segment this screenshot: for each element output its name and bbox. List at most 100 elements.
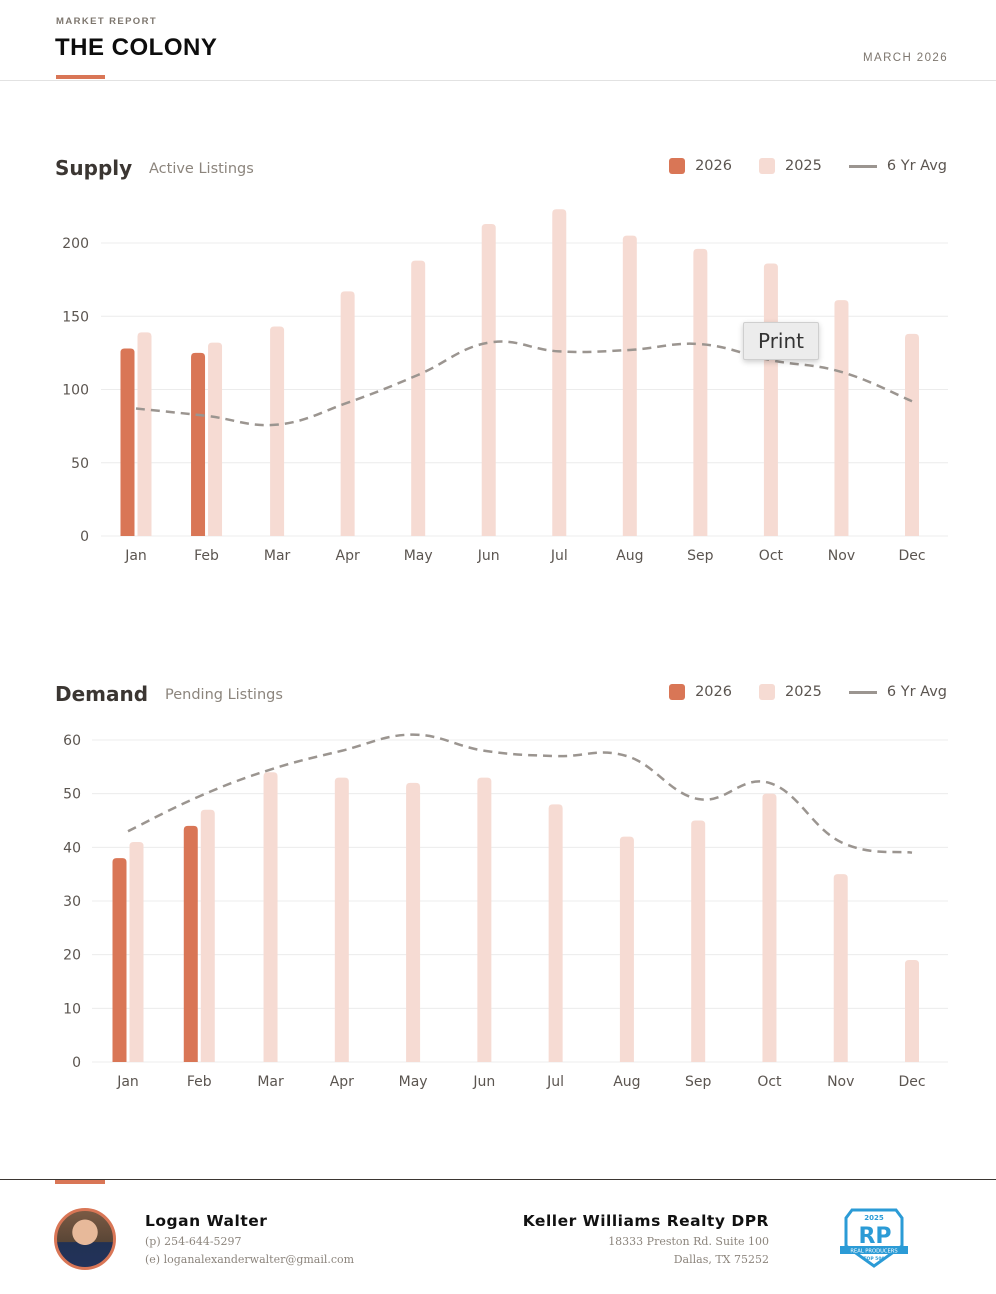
y-tick-label: 0 — [80, 529, 89, 545]
bar-2025 — [477, 777, 492, 1062]
legend-swatch-2025 — [758, 684, 775, 700]
bar-2025 — [270, 326, 285, 536]
bar-2025 — [905, 960, 919, 1062]
legend-line-avg — [848, 164, 877, 168]
agent-name: Logan Walter — [145, 1212, 268, 1230]
demand-chart: 0 10 20 30 40 50 60 Jan Feb Mar Apr May Jun Jul Aug Sep… — [63, 733, 948, 1090]
legend-label: 6 Yr Avg — [886, 158, 947, 174]
x-tick-label: Apr — [330, 1074, 354, 1090]
x-tick-label: Jul — [550, 548, 568, 564]
legend-label: 2026 — [695, 158, 732, 174]
y-tick-label: 150 — [62, 309, 89, 325]
x-tick-label: Oct — [757, 1074, 782, 1090]
title-accent-bar — [56, 75, 105, 79]
bar-2025 — [548, 804, 563, 1062]
x-tick-label: Aug — [613, 1074, 640, 1090]
bar-2025 — [833, 874, 848, 1062]
legend-item-avg: 6 Yr Avg — [848, 158, 947, 174]
badge-rank: TOP 500 — [863, 1256, 884, 1262]
bar-2025 — [411, 260, 426, 536]
legend-item-avg: 6 Yr Avg — [848, 684, 947, 700]
bar-2025 — [905, 333, 919, 536]
bar-2025 — [481, 223, 496, 536]
company-address-line2: Dallas, TX 75252 — [673, 1253, 769, 1266]
bar-2025 — [762, 793, 777, 1062]
legend-swatch-2026 — [669, 158, 686, 174]
x-tick-label: Oct — [759, 548, 784, 564]
avg-line — [127, 733, 913, 854]
x-tick-label: Sep — [687, 548, 714, 564]
badge-mark: RP — [858, 1224, 891, 1249]
x-tick-label: Jul — [546, 1074, 564, 1090]
x-tick-label: Sep — [685, 1074, 712, 1090]
badge-banner-ribbon — [840, 1246, 908, 1254]
x-tick-label: Feb — [187, 1074, 212, 1090]
badge-year: 2025 — [864, 1214, 884, 1222]
legend-line-avg — [848, 690, 877, 694]
legend-item-2026: 2026 — [669, 158, 732, 174]
x-tick-label: May — [404, 548, 433, 564]
y-tick-label: 100 — [62, 383, 89, 399]
bar-2025 — [334, 777, 349, 1062]
bar-2025 — [619, 836, 634, 1062]
y-tick-label: 60 — [63, 733, 81, 749]
agent-phone[interactable]: (p) 254-644-5297 — [145, 1235, 242, 1248]
x-tick-label: Mar — [264, 548, 291, 564]
legend-item-2026: 2026 — [669, 684, 732, 700]
x-tick-label: Nov — [827, 1074, 854, 1090]
supply-title: Supply — [55, 156, 133, 180]
company-name: Keller Williams Realty DPR — [522, 1212, 769, 1230]
legend-label: 6 Yr Avg — [886, 684, 947, 700]
y-tick-label: 20 — [63, 948, 81, 964]
bar-2025 — [622, 235, 637, 537]
demand-title: Demand — [55, 682, 149, 706]
x-tick-label: Aug — [616, 548, 643, 564]
badge-banner: REAL PRODUCERS — [850, 1249, 897, 1255]
bar-2025 — [406, 782, 421, 1062]
y-tick-label: 200 — [62, 236, 89, 252]
legend-label: 2025 — [784, 158, 822, 174]
bar-2025 — [137, 332, 152, 536]
y-tick-label: 50 — [63, 787, 81, 803]
bar-2025 — [263, 772, 278, 1062]
bar-2026 — [191, 352, 206, 536]
company-address-line1: 18333 Preston Rd. Suite 100 — [608, 1235, 769, 1248]
x-tick-label: Nov — [828, 548, 855, 564]
y-tick-label: 50 — [71, 456, 89, 472]
agent-avatar — [54, 1208, 116, 1270]
x-tick-label: Jan — [124, 548, 147, 564]
bar-2025 — [834, 300, 849, 536]
avg-line — [135, 340, 913, 427]
bar-2026 — [120, 348, 135, 536]
x-tick-label: Apr — [336, 548, 360, 564]
x-tick-label: Jun — [472, 1074, 495, 1090]
report-eyebrow: MARKET REPORT — [56, 16, 158, 27]
footer-divider — [0, 1179, 996, 1180]
x-tick-label: Mar — [257, 1074, 284, 1090]
legend-swatch-2026 — [669, 684, 686, 700]
print-tooltip-button[interactable]: Print — [743, 322, 819, 360]
x-tick-label: Jan — [116, 1074, 139, 1090]
footer-accent-bar — [55, 1180, 105, 1184]
legend-item-2025: 2025 — [758, 684, 822, 700]
y-tick-label: 0 — [72, 1055, 81, 1071]
bar-2025 — [552, 209, 567, 536]
demand-legend: 2026 2025 6 Yr Avg — [669, 684, 947, 700]
y-tick-label: 30 — [63, 894, 81, 910]
bar-2026 — [112, 858, 127, 1062]
real-producers-badge-icon: 2025 RP REAL PRODUCERS TOP 500 — [840, 1208, 908, 1268]
bar-2025 — [340, 291, 355, 536]
legend-item-2025: 2025 — [758, 158, 822, 174]
report-header: MARKET REPORT THE COLONY MARCH 2026 — [0, 0, 996, 81]
bar-2025 — [129, 841, 144, 1062]
report-date: MARCH 2026 — [863, 52, 948, 64]
demand-subtitle: Pending Listings — [165, 687, 283, 703]
agent-email[interactable]: (e) loganalexanderwalter@gmail.com — [145, 1253, 355, 1266]
y-tick-label: 10 — [63, 1001, 81, 1017]
supply-legend: 2026 2025 6 Yr Avg — [669, 158, 947, 174]
legend-label: 2026 — [695, 684, 732, 700]
bar-2025 — [693, 248, 708, 537]
bar-2025 — [200, 809, 215, 1062]
bar-2026 — [183, 825, 198, 1062]
supply-chart: 0 50 100 150 200 Jan Feb Mar Apr May Jun Jul Aug Sep O… — [62, 209, 948, 564]
